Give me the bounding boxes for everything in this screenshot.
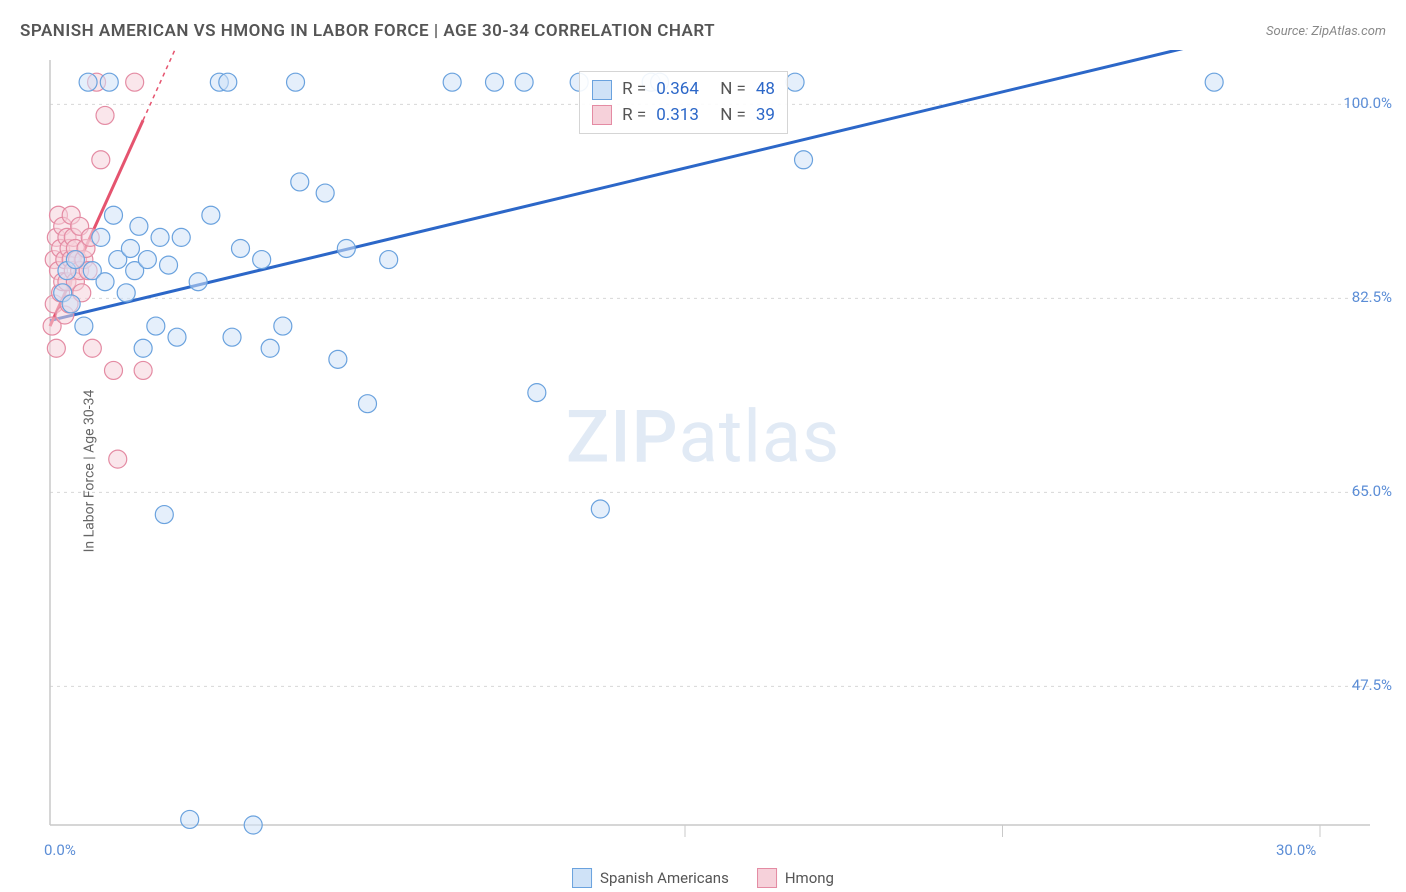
chart-title: SPANISH AMERICAN VS HMONG IN LABOR FORCE… bbox=[20, 21, 715, 41]
chart-area: In Labor Force | Age 30-34 ZIPatlas R =0… bbox=[0, 50, 1406, 892]
y-tick-label: 82.5% bbox=[1322, 288, 1392, 306]
stat-row: R =0.313N =39 bbox=[592, 103, 775, 129]
source-label: Source: ZipAtlas.com bbox=[1266, 24, 1386, 39]
y-tick-label: 100.0% bbox=[1322, 94, 1392, 112]
x-tick-label: 30.0% bbox=[1276, 841, 1316, 859]
y-axis-label: In Labor Force | Age 30-34 bbox=[81, 390, 97, 553]
legend-swatch-icon bbox=[757, 868, 777, 888]
legend-item-spanish-americans: Spanish Americans bbox=[572, 868, 729, 888]
y-tick-label: 65.0% bbox=[1322, 482, 1392, 500]
x-tick-label: 0.0% bbox=[44, 841, 76, 859]
legend-label: Spanish Americans bbox=[600, 869, 729, 887]
stat-row: R =0.364N =48 bbox=[592, 77, 775, 103]
stat-swatch-icon bbox=[592, 105, 612, 125]
stat-swatch-icon bbox=[592, 80, 612, 100]
legend-label: Hmong bbox=[785, 869, 834, 887]
scatter-plot bbox=[0, 50, 1406, 892]
y-tick-label: 47.5% bbox=[1322, 676, 1392, 694]
legend: Spanish Americans Hmong bbox=[572, 868, 834, 888]
correlation-stats-box: R =0.364N =48R =0.313N =39 bbox=[579, 71, 788, 134]
legend-item-hmong: Hmong bbox=[757, 868, 834, 888]
legend-swatch-icon bbox=[572, 868, 592, 888]
